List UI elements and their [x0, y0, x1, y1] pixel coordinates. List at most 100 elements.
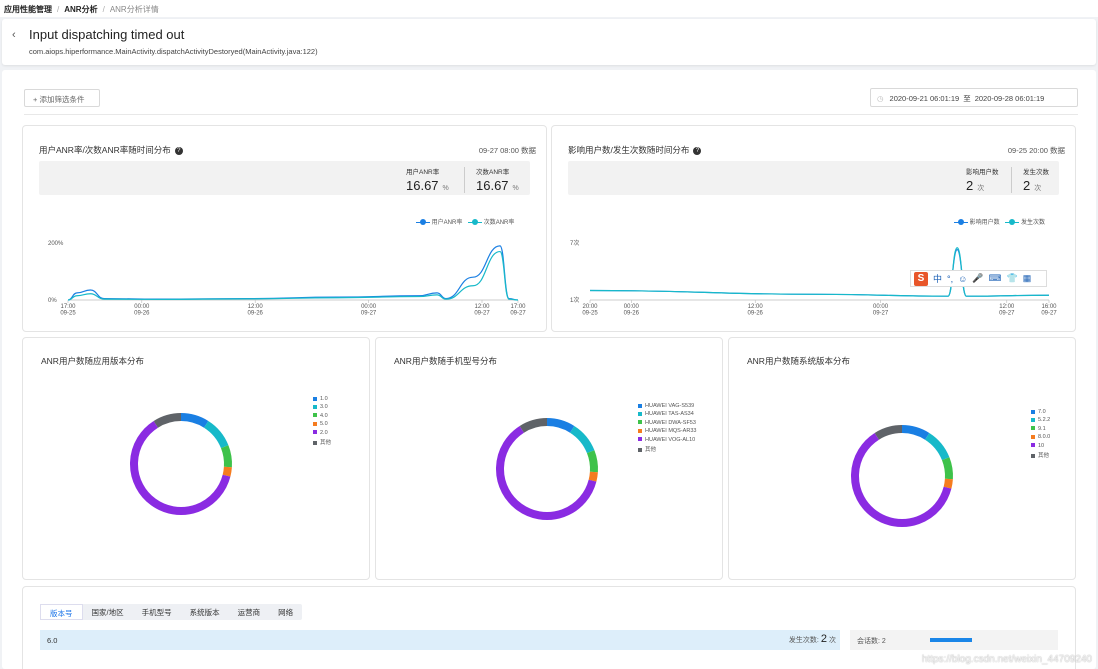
donut-slice[interactable] [546, 418, 575, 433]
card-title: 影响用户数/发生次数随时间分布? [568, 144, 702, 156]
tab-region[interactable]: 国家/地区 [91, 608, 124, 617]
count-label: 发生次数: [788, 637, 819, 644]
tab-phone-model[interactable]: 手机型号 [141, 608, 172, 617]
legend-label: 10 [1038, 442, 1045, 449]
ime-toolbar[interactable]: S 中 °, ☺ 🎤 ⌨ 👕 ▦ [910, 270, 1047, 287]
tab-version[interactable]: 版本号 [40, 604, 83, 620]
stat-separator [464, 167, 465, 193]
legend-marker-icon [468, 219, 483, 226]
legend-swatch-icon [1031, 434, 1035, 439]
donut-slice[interactable] [941, 457, 953, 480]
x-tick-label: 00:00 [873, 304, 889, 310]
data-timestamp: 09-25 20:00 数据 [1007, 146, 1065, 155]
legend-swatch-icon [1031, 426, 1035, 431]
legend-label: 1.0 [320, 396, 328, 402]
donut-slice[interactable] [222, 466, 232, 477]
legend-item[interactable]: HUAWEI MQS-AR33 [638, 428, 696, 434]
donut-slice[interactable] [943, 478, 953, 489]
legend-item[interactable]: 1.0 [313, 396, 331, 402]
os-version-card: ANR用户数随系统版本分布 7.0 5.2.2 9.1 8.0.0 10 其他 [728, 337, 1076, 580]
table-row[interactable]: 6.0 发生次数: 2 次 [40, 630, 840, 650]
donut-slice[interactable] [924, 432, 950, 461]
stat-user-anr-rate: 用户ANR率 16.67% [406, 166, 449, 193]
donut-slice[interactable] [153, 413, 182, 428]
count-unit: 次 [829, 637, 836, 644]
legend-item[interactable]: 4.0 [313, 413, 331, 419]
legend-item[interactable]: 其他 [638, 445, 696, 453]
legend-item[interactable]: 8.0.0 [1031, 434, 1050, 440]
tab-os-version[interactable]: 系统版本 [189, 608, 220, 617]
x-tick-label: 09-27 [474, 311, 490, 317]
donut-slice[interactable] [180, 413, 209, 428]
legend-item[interactable]: 9.1 [1031, 426, 1050, 432]
help-icon[interactable]: ? [174, 146, 183, 155]
y-tick-label: 1次 [570, 296, 579, 304]
legend-item[interactable]: HUAWEI VOG-AL10 [638, 437, 696, 443]
back-arrow-icon[interactable]: ‹ [12, 29, 16, 41]
emoji-icon[interactable]: ☺ [958, 273, 968, 284]
legend-item[interactable]: 其他 [313, 438, 331, 446]
donut-slice[interactable] [588, 471, 598, 482]
legend-item[interactable]: 2.0 [313, 430, 331, 436]
legend-item[interactable]: 3.0 [313, 404, 331, 410]
legend-item-count-anr-rate[interactable]: 次数ANR率 [483, 220, 515, 226]
legend-item-affected-users[interactable]: 影响用户数 [969, 220, 1000, 226]
x-tick-label: 09-27 [361, 311, 377, 317]
keyboard-icon[interactable]: ⌨ [988, 273, 1002, 283]
legend-item[interactable]: 10 [1031, 443, 1050, 449]
breadcrumb-item-apm[interactable]: 应用性能管理 [4, 5, 52, 14]
tab-carrier[interactable]: 运营商 [237, 608, 261, 617]
legend-item-occurrences[interactable]: 发生次数 [1021, 220, 1046, 226]
stack-trace-subtitle: com.aiops.hiperformance.MainActivity.dis… [29, 47, 318, 56]
donut-slice[interactable] [203, 420, 229, 449]
legend-item[interactable]: HUAWEI DWA-SF53 [638, 420, 696, 426]
donut-slice[interactable] [569, 425, 595, 454]
sogou-logo-icon[interactable]: S [914, 271, 928, 286]
series-line-1 [67, 250, 519, 301]
legend-swatch-icon [1031, 443, 1035, 448]
help-icon[interactable]: ? [693, 146, 702, 155]
date-range-picker[interactable]: ◷ 2020-09-21 06:01:19 至 2020-09-28 06:01:19 [870, 88, 1078, 107]
legend-swatch-icon [1031, 453, 1035, 458]
donut-slice[interactable] [851, 432, 952, 527]
legend-label: 3.0 [320, 404, 328, 411]
x-tick-label: 20:00 [582, 304, 598, 310]
x-tick-label: 12:00 [748, 304, 764, 310]
legend-swatch-icon [313, 413, 317, 418]
donut-slice[interactable] [496, 425, 597, 520]
chinese-mode-icon[interactable]: 中 [933, 274, 943, 284]
legend-item[interactable]: 5.2.2 [1031, 417, 1050, 423]
legend-label: 其他 [320, 439, 332, 446]
donut-slice[interactable] [901, 425, 930, 440]
stat-label: 影响用户数 [966, 169, 999, 176]
legend-label: 5.2.2 [1038, 417, 1051, 424]
donut-slice[interactable] [874, 425, 903, 440]
add-filter-button[interactable]: + 添加筛选条件 [24, 89, 100, 107]
donut-slice[interactable] [586, 450, 598, 473]
legend-swatch-icon [313, 430, 317, 435]
donut-slice[interactable] [130, 420, 231, 515]
legend-item[interactable]: 5.0 [313, 421, 331, 427]
microphone-icon[interactable]: 🎤 [972, 273, 984, 283]
legend-swatch-icon [638, 420, 642, 425]
legend-item[interactable]: 7.0 [1031, 409, 1050, 415]
legend-item[interactable]: 其他 [1031, 451, 1050, 459]
dimension-tabs: 版本号 国家/地区 手机型号 系统版本 运营商 网络 [40, 604, 303, 620]
punctuation-icon[interactable]: °, [947, 273, 954, 284]
phone-model-card: ANR用户数随手机型号分布 HUAWEI VAG-S539 HUAWEI TAS-… [375, 337, 723, 580]
os-version-donut-chart: ANR用户数随系统版本分布 [747, 356, 953, 527]
skin-icon[interactable]: 👕 [1006, 273, 1018, 283]
tab-network[interactable]: 网络 [278, 608, 294, 617]
legend-item[interactable]: HUAWEI TAS-AS34 [638, 411, 696, 417]
legend-item[interactable]: HUAWEI VAG-S539 [638, 403, 696, 409]
donut-slice[interactable] [519, 418, 548, 433]
donut-slice[interactable] [220, 445, 232, 468]
toolbox-icon[interactable]: ▦ [1022, 273, 1032, 283]
breadcrumb-item-anr[interactable]: ANR分析 [64, 5, 98, 14]
stat-number: 16.67 [406, 178, 439, 193]
card-title-text: 用户ANR率/次数ANR率随时间分布 [39, 145, 171, 155]
date-separator: 至 [963, 94, 971, 103]
x-tick-label: 09-25 [582, 311, 598, 317]
legend-item-user-anr-rate[interactable]: 用户ANR率 [431, 220, 463, 226]
